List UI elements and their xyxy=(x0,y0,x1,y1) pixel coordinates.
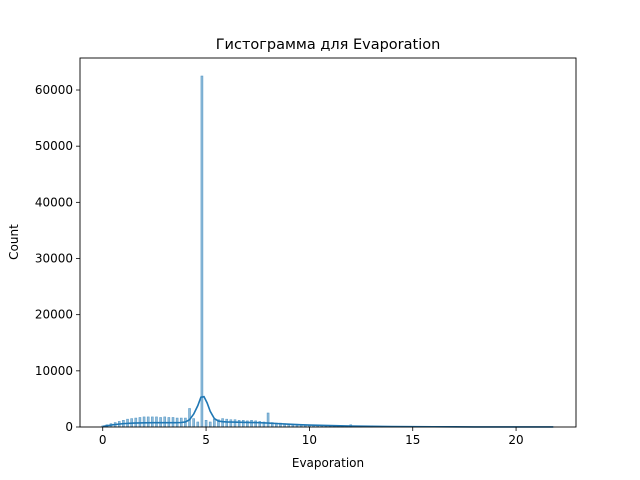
x-tick-label: 10 xyxy=(302,433,317,447)
histogram-bar xyxy=(225,418,229,428)
x-tick-label: 0 xyxy=(99,433,107,447)
histogram-bar xyxy=(192,418,195,428)
y-tick-label: 30000 xyxy=(35,252,73,266)
histogram-bar xyxy=(254,420,257,428)
x-axis-label: Evaporation xyxy=(292,456,364,470)
histogram-bar xyxy=(142,416,146,428)
y-tick-label: 0 xyxy=(65,420,73,434)
histogram-bar xyxy=(213,418,216,428)
y-tick-label: 40000 xyxy=(35,195,73,209)
histogram-bar xyxy=(200,75,204,428)
histogram-bar xyxy=(233,419,237,428)
histogram-bar xyxy=(208,421,212,428)
histogram-bar xyxy=(221,418,224,428)
x-axis-ticks: 0 5 10 15 20 xyxy=(99,427,524,447)
histogram-bar xyxy=(229,419,233,428)
histogram-bar xyxy=(146,416,150,428)
histogram-bar xyxy=(196,421,200,428)
y-tick-label: 10000 xyxy=(35,364,73,378)
histogram-bar xyxy=(237,420,241,428)
histogram-bar xyxy=(241,420,245,428)
y-tick-label: 50000 xyxy=(35,139,73,153)
y-axis-label: Count xyxy=(7,224,21,260)
y-axis-ticks: 0 10000 20000 30000 40000 50000 60000 xyxy=(35,83,80,434)
y-tick-label: 20000 xyxy=(35,308,73,322)
histogram-bar xyxy=(266,412,270,428)
histogram-bar xyxy=(250,420,253,428)
chart-title: Гистограмма для Evaporation xyxy=(216,37,441,53)
histogram-bar xyxy=(204,420,208,428)
x-tick-label: 20 xyxy=(508,433,523,447)
y-tick-label: 60000 xyxy=(35,83,73,97)
x-tick-label: 5 xyxy=(202,433,210,447)
plot-area-frame xyxy=(79,57,577,428)
x-tick-label: 15 xyxy=(405,433,420,447)
